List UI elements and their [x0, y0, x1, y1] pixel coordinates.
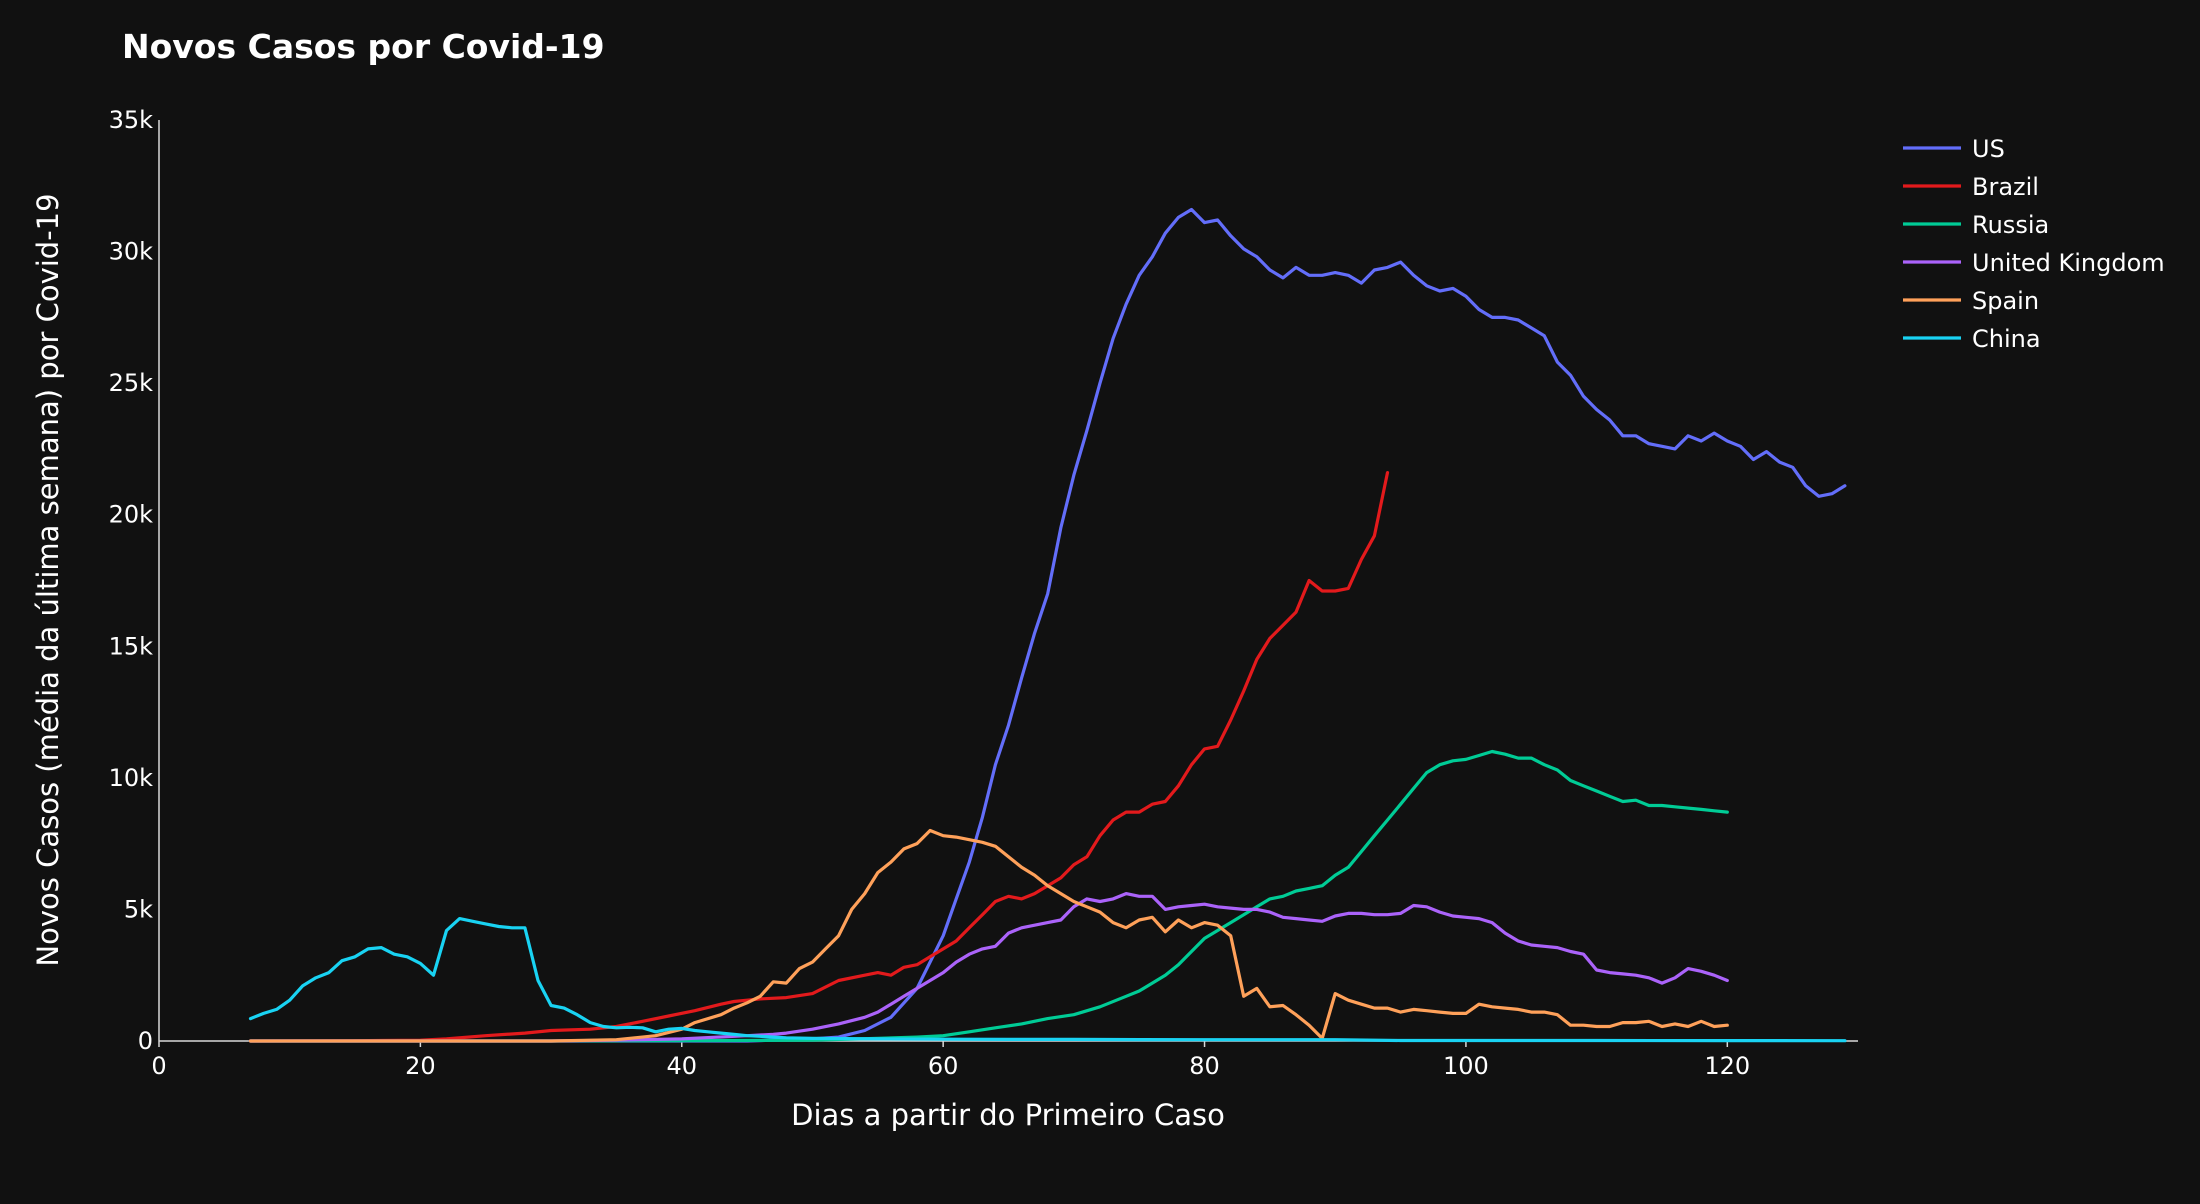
x-tick-label: 0 — [151, 1052, 166, 1080]
y-tick-label: 15k — [109, 632, 154, 660]
series-line-spain[interactable] — [248, 828, 1729, 1043]
legend-item-russia[interactable]: Russia — [1903, 211, 2049, 239]
x-tick-label: 40 — [666, 1052, 697, 1080]
series-lines — [248, 207, 1847, 1043]
y-tick-label: 30k — [109, 238, 154, 266]
legend-item-us[interactable]: US — [1903, 135, 2005, 163]
chart-title: Novos Casos por Covid-19 — [122, 27, 605, 66]
x-tick-labels: 0 20 40 60 80 100 120 — [151, 1041, 1750, 1080]
x-tick-label: 60 — [928, 1052, 959, 1080]
x-tick-label: 100 — [1443, 1052, 1489, 1080]
legend-label: Brazil — [1972, 173, 2039, 201]
legend[interactable]: US Brazil Russia United Kingdom Spain China — [1903, 135, 2165, 353]
legend-item-brazil[interactable]: Brazil — [1903, 173, 2039, 201]
legend-item-china[interactable]: China — [1903, 325, 2041, 353]
x-tick-label: 20 — [405, 1052, 436, 1080]
series-line-china[interactable] — [248, 917, 1847, 1043]
series-line-united-kingdom[interactable] — [248, 892, 1729, 1043]
legend-label: China — [1972, 325, 2041, 353]
x-tick-label: 120 — [1704, 1052, 1750, 1080]
legend-item-united-kingdom[interactable]: United Kingdom — [1903, 249, 2165, 277]
y-tick-label: 20k — [109, 501, 154, 529]
legend-label: United Kingdom — [1972, 249, 2165, 277]
y-tick-label: 35k — [109, 106, 154, 134]
y-tick-label: 10k — [109, 764, 154, 792]
x-axis-title: Dias a partir do Primeiro Caso — [791, 1098, 1225, 1132]
y-tick-label: 25k — [109, 369, 154, 397]
legend-item-spain[interactable]: Spain — [1903, 287, 2039, 315]
series-line-brazil[interactable] — [248, 471, 1390, 1043]
legend-label: US — [1972, 135, 2005, 163]
series-line-us[interactable] — [248, 207, 1847, 1043]
legend-label: Russia — [1972, 211, 2049, 239]
y-tick-labels: 0 5k 10k 15k 20k 25k 30k 35k — [109, 106, 154, 1055]
legend-label: Spain — [1972, 287, 2039, 315]
x-tick-label: 80 — [1189, 1052, 1220, 1080]
series-line-russia[interactable] — [248, 749, 1729, 1043]
y-axis-title: Novos Casos (média da última semana) por… — [31, 193, 65, 966]
y-tick-label: 5k — [124, 895, 153, 923]
y-tick-label: 0 — [138, 1027, 153, 1055]
